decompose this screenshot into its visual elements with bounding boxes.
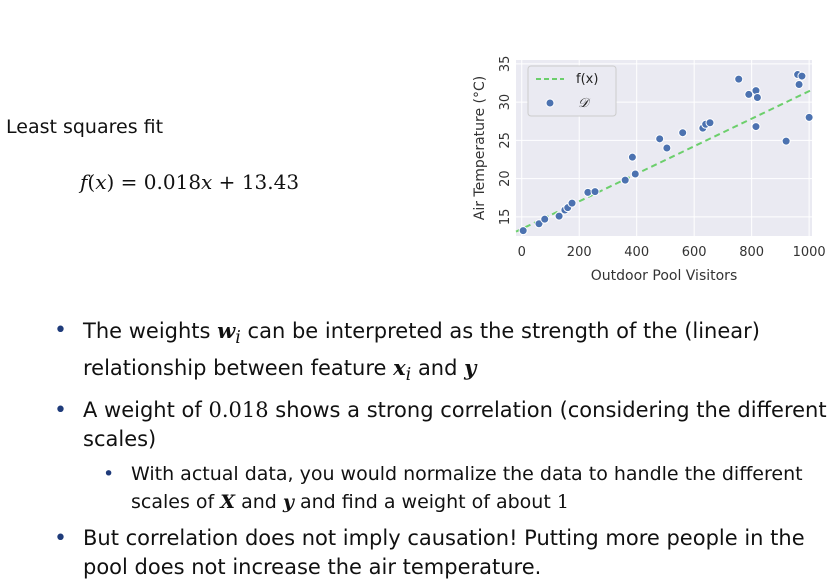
y-tick-label: 35 — [498, 56, 513, 73]
data-point — [744, 89, 754, 99]
legend-fit-label: f(x) — [576, 72, 598, 87]
x-tick-label: 800 — [739, 245, 764, 260]
x-tick-label: 0 — [518, 245, 526, 260]
math-y: y — [464, 355, 477, 381]
data-point — [567, 198, 577, 208]
data-point — [620, 175, 630, 185]
bullet-causation: But correlation does not imply causation… — [50, 524, 830, 582]
math-one: 1 — [556, 491, 569, 514]
y-axis-label: Air Temperature (°C) — [472, 76, 488, 221]
data-point — [540, 214, 550, 224]
data-point — [662, 143, 672, 153]
x-axis-label: Outdoor Pool Visitors — [591, 268, 737, 284]
x-tick-label: 400 — [624, 245, 649, 260]
math-w-sub: i — [235, 328, 241, 349]
formula-intercept: 13.43 — [241, 170, 300, 194]
data-point — [751, 122, 761, 132]
data-point — [797, 71, 807, 81]
data-point — [630, 169, 640, 179]
formula-slope: 0.018 — [143, 170, 202, 194]
data-point — [590, 187, 600, 197]
bullet-list: The weights wi can be interpreted as the… — [50, 316, 830, 588]
scatter-chart: 0 200 400 600 800 1000 15 20 25 30 35 f(x) 𝒟 Outd… — [472, 56, 826, 284]
data-point — [804, 112, 814, 122]
data-point — [627, 152, 637, 162]
bullet-weight-value: A weight of 0.018 shows a strong correla… — [50, 396, 830, 454]
data-point — [781, 136, 791, 146]
x-tick-label: 1000 — [793, 245, 826, 260]
y-tick-label: 15 — [498, 209, 513, 226]
slide-heading: Least squares fit — [6, 116, 164, 138]
legend: f(x) 𝒟 — [527, 65, 617, 117]
math-x-sub: i — [405, 365, 412, 386]
y-tick-label: 30 — [498, 94, 513, 111]
formula-var: x — [201, 170, 213, 194]
data-point — [655, 134, 665, 144]
math-weight: 0.018 — [208, 398, 269, 423]
math-w: w — [217, 318, 236, 343]
formula-f: f — [80, 170, 88, 194]
data-point — [518, 226, 528, 236]
legend-data-label: 𝒟 — [578, 96, 591, 111]
math-y2: y — [282, 491, 294, 514]
y-tick-label: 20 — [498, 170, 513, 187]
bullet-weights: The weights wi can be interpreted as the… — [50, 316, 830, 390]
math-X: X — [220, 491, 236, 514]
math-x: x — [393, 355, 406, 381]
data-point — [705, 118, 715, 128]
data-point — [794, 79, 804, 89]
x-tick-label: 200 — [567, 245, 592, 260]
data-point — [678, 128, 688, 138]
formula-arg: x — [95, 170, 107, 194]
subbullet-normalize: With actual data, you would normalize th… — [98, 460, 830, 516]
data-point — [734, 74, 744, 84]
data-point — [534, 219, 544, 229]
legend-data-swatch — [545, 98, 555, 108]
fit-formula: f(x) = 0.018x + 13.43 — [80, 170, 300, 194]
y-tick-label: 25 — [498, 132, 513, 149]
x-tick-label: 600 — [682, 245, 707, 260]
data-point — [752, 92, 762, 102]
data-point — [554, 211, 564, 221]
